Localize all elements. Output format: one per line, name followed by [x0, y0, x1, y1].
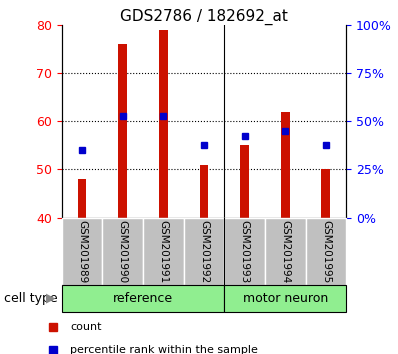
Text: reference: reference [113, 292, 173, 305]
Text: count: count [70, 322, 102, 332]
Text: motor neuron: motor neuron [243, 292, 328, 305]
Bar [183, 218, 224, 285]
Bar [159, 30, 168, 218]
Bar [78, 179, 86, 218]
Bar [62, 285, 224, 312]
Bar [240, 145, 249, 218]
Text: percentile rank within the sample: percentile rank within the sample [70, 344, 258, 354]
Bar [224, 218, 265, 285]
Bar [265, 218, 306, 285]
Text: GSM201992: GSM201992 [199, 220, 209, 283]
Text: GSM201993: GSM201993 [240, 220, 250, 283]
Title: GDS2786 / 182692_at: GDS2786 / 182692_at [120, 8, 288, 25]
Bar [102, 218, 143, 285]
Bar [118, 44, 127, 218]
Text: GSM201990: GSM201990 [118, 220, 128, 283]
Text: GSM201994: GSM201994 [280, 220, 290, 283]
Text: GSM201995: GSM201995 [321, 220, 331, 283]
Bar [143, 218, 183, 285]
Bar [306, 218, 346, 285]
Text: GSM201989: GSM201989 [77, 220, 87, 283]
Text: ▶: ▶ [46, 292, 55, 305]
Bar [199, 165, 209, 218]
Bar [322, 170, 330, 218]
Bar [281, 112, 290, 218]
Text: GSM201991: GSM201991 [158, 220, 168, 283]
Bar [224, 285, 346, 312]
Bar [62, 218, 102, 285]
Text: cell type: cell type [4, 292, 58, 305]
